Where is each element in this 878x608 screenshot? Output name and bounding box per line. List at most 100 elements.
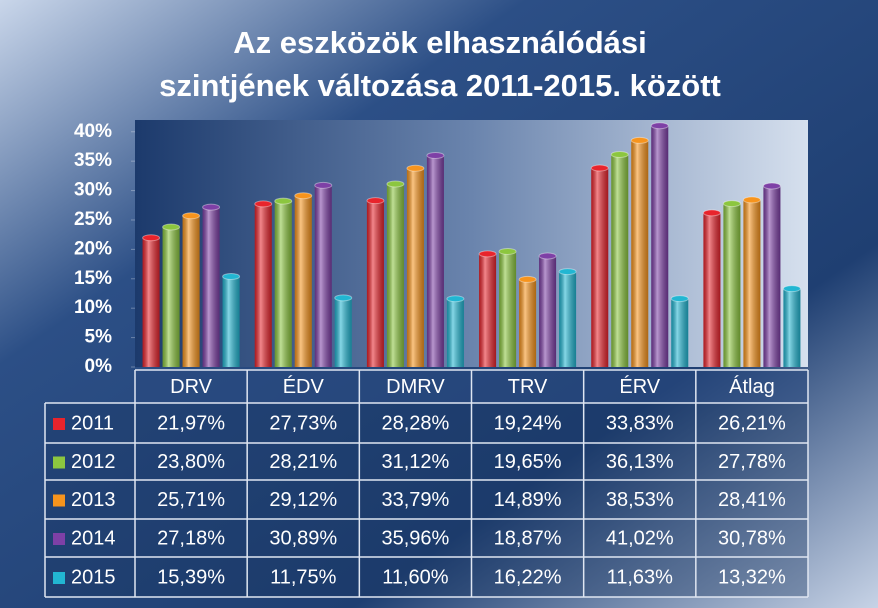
bar-cap [366, 197, 385, 205]
data-label: 15,39% [157, 566, 225, 588]
data-label: 27,73% [269, 412, 337, 434]
data-label: 28,21% [269, 451, 337, 473]
bar-shine [294, 195, 312, 367]
y-tick-label: 10% [74, 297, 112, 318]
legend-marker [53, 572, 65, 584]
chart-title: szintjének változása 2011-2015. között [159, 68, 721, 103]
bar-cap [558, 268, 577, 276]
bar-shine [202, 207, 220, 367]
bar-shine [703, 212, 721, 367]
bar-shine [366, 200, 384, 367]
bar-cap [274, 197, 293, 205]
bar-cap [782, 285, 801, 293]
bar-shine [499, 251, 517, 367]
data-label: 26,21% [718, 412, 786, 434]
y-tick-label: 5% [85, 327, 113, 348]
bar-cap [406, 164, 425, 172]
data-label: 16,22% [494, 566, 562, 588]
bar-shine [386, 183, 404, 367]
data-label: 27,78% [718, 451, 786, 473]
x-tick-label: DRV [170, 376, 213, 398]
data-label: 28,41% [718, 489, 786, 511]
bar-shine [651, 125, 669, 367]
data-label: 11,75% [270, 566, 337, 588]
data-label: 31,12% [381, 451, 449, 473]
legend-marker [53, 456, 65, 469]
bar-shine [222, 276, 240, 367]
data-label: 36,13% [606, 451, 674, 473]
bar-shine [743, 199, 761, 367]
bar-cap [254, 200, 273, 208]
legend-label: 2014 [71, 527, 116, 549]
bar-shine [611, 154, 629, 367]
data-label: 38,53% [606, 489, 674, 511]
bar-cap [670, 295, 689, 303]
y-tick-label: 20% [74, 238, 112, 259]
bar-cap [446, 295, 465, 303]
bar-cap [650, 122, 669, 130]
bar-shine [334, 297, 352, 367]
data-label: 29,12% [269, 489, 337, 511]
bar-shine [559, 271, 577, 367]
bar-cap [142, 234, 161, 242]
data-label: 28,28% [381, 412, 449, 434]
data-label: 21,97% [157, 412, 225, 434]
bar-cap [538, 252, 557, 260]
bar-cap [162, 223, 181, 231]
bar-cap [722, 200, 741, 208]
data-label: 19,24% [494, 412, 562, 434]
bar-cap [294, 192, 313, 200]
bar-shine [723, 203, 741, 367]
bar-shine [671, 298, 689, 367]
bar-shine [254, 203, 272, 367]
data-label: 27,18% [157, 527, 225, 549]
bar-shine [446, 298, 464, 367]
bar-cap [590, 164, 609, 172]
bar-cap [386, 180, 405, 188]
bar-cap [426, 152, 445, 160]
chart-title: Az eszközök elhasználódási [233, 25, 646, 60]
bar-shine [314, 185, 332, 367]
bar-shine [591, 168, 609, 367]
bar-shine [162, 227, 180, 367]
bar-cap [702, 209, 721, 217]
bar-shine [182, 215, 200, 367]
data-label: 25,71% [157, 489, 225, 511]
y-tick-label: 40% [74, 121, 112, 142]
bar-cap [742, 196, 761, 204]
bar-shine [783, 288, 801, 367]
data-label: 33,79% [381, 489, 449, 511]
data-label: 41,02% [606, 527, 674, 549]
bar-cap [334, 294, 353, 302]
data-label: 23,80% [157, 451, 225, 473]
data-label: 30,78% [718, 527, 786, 549]
bar-shine [539, 256, 557, 367]
y-tick-label: 15% [74, 268, 112, 289]
legend-marker [53, 533, 65, 545]
legend-label: 2013 [71, 489, 116, 511]
bar-cap [202, 203, 221, 211]
data-label: 30,89% [269, 527, 337, 549]
legend-label: 2015 [71, 566, 116, 588]
bar-cap [498, 247, 517, 255]
y-tick-label: 0% [85, 356, 113, 377]
bar-cap [762, 182, 781, 190]
bar-cap [610, 151, 629, 159]
y-tick-label: 35% [74, 150, 112, 171]
x-tick-label: TRV [508, 376, 548, 398]
data-label: 14,89% [494, 489, 562, 511]
data-label: 11,60% [382, 566, 449, 588]
x-tick-label: ÉDV [283, 375, 325, 398]
bar-cap [182, 212, 201, 220]
data-label: 19,65% [494, 451, 562, 473]
bar-shine [763, 185, 781, 367]
table-bg [45, 403, 808, 597]
data-label: 18,87% [494, 527, 562, 549]
y-tick-label: 30% [74, 180, 112, 201]
x-tick-label: DMRV [386, 376, 445, 398]
data-label: 11,63% [607, 566, 674, 588]
legend-marker [53, 418, 65, 430]
legend-label: 2012 [71, 451, 116, 473]
data-label: 33,83% [606, 412, 674, 434]
